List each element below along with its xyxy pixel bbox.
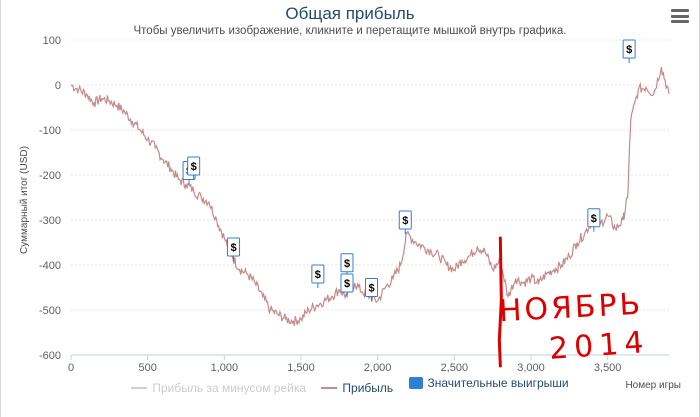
annotation-text-year: 2014 (548, 325, 651, 367)
x-axis-label: Номер игры (625, 380, 681, 391)
big-win-flag-label: $ (315, 269, 321, 281)
big-win-flag (398, 210, 412, 230)
big-win-flag-label: $ (368, 283, 374, 295)
y-axis-label: Суммарный итог (USD) (19, 146, 30, 254)
big-win-flag (340, 253, 354, 273)
legend-item-big-wins[interactable]: Значительные выигрыши (408, 376, 569, 390)
y-tick-label: -500 (39, 305, 61, 317)
big-win-flag-label: $ (191, 161, 197, 173)
big-win-flag (340, 273, 354, 293)
big-win-flag (365, 278, 379, 297)
chart-title: Общая прибыль (285, 4, 415, 23)
y-tick-label: -600 (39, 350, 61, 362)
big-win-flag (311, 264, 325, 284)
legend-line-rake (131, 387, 148, 389)
x-tick-label: 3,500 (594, 362, 622, 374)
annotation-text-month: НОЯБРЬ (498, 287, 644, 330)
y-tick-label: 0 (55, 80, 61, 92)
annotation-red-line (497, 236, 503, 368)
big-win-flag-label: $ (591, 213, 597, 225)
x-tick-label: 2,000 (364, 362, 392, 374)
chart-subtitle: Чтобы увеличить изображение, кликните и … (133, 25, 567, 37)
big-win-flag (227, 237, 241, 257)
x-tick-label: 500 (138, 362, 156, 374)
legend-label-rake: Прибыль за минусом рейка (152, 381, 307, 395)
big-win-flag-label: $ (626, 44, 632, 56)
legend-box-big-wins (408, 377, 423, 389)
y-tick-label: -400 (39, 260, 61, 272)
big-win-flag (187, 156, 201, 176)
legend-label-profit: Прибыль (342, 381, 394, 395)
y-tick-label: -100 (39, 125, 61, 137)
legend: Прибыль за минусом рейка Прибыль Значите… (1, 376, 699, 395)
x-tick-label: 2,500 (441, 362, 469, 374)
x-tick-label: 3,000 (517, 362, 545, 374)
y-tick-label: 100 (43, 35, 61, 47)
big-win-flag (622, 39, 636, 59)
big-win-flag-label: $ (230, 242, 236, 254)
big-win-flag (587, 208, 601, 228)
x-tick-label: 0 (68, 362, 74, 374)
hamburger-menu-icon[interactable] (671, 9, 689, 23)
legend-item-profit[interactable]: Прибыль (321, 381, 393, 395)
big-win-flag-label: $ (344, 258, 350, 270)
legend-label-big-wins: Значительные выигрыши (427, 376, 569, 390)
legend-line-profit (321, 387, 338, 389)
big-win-flag-label: $ (402, 215, 408, 227)
legend-item-rake[interactable]: Прибыль за минусом рейка (131, 381, 306, 395)
y-tick-label: -300 (39, 215, 61, 227)
x-tick-label: 1,500 (287, 362, 315, 374)
big-win-flag-label: $ (344, 278, 350, 290)
x-tick-label: 1,000 (211, 362, 239, 374)
y-tick-label: -200 (39, 170, 61, 182)
